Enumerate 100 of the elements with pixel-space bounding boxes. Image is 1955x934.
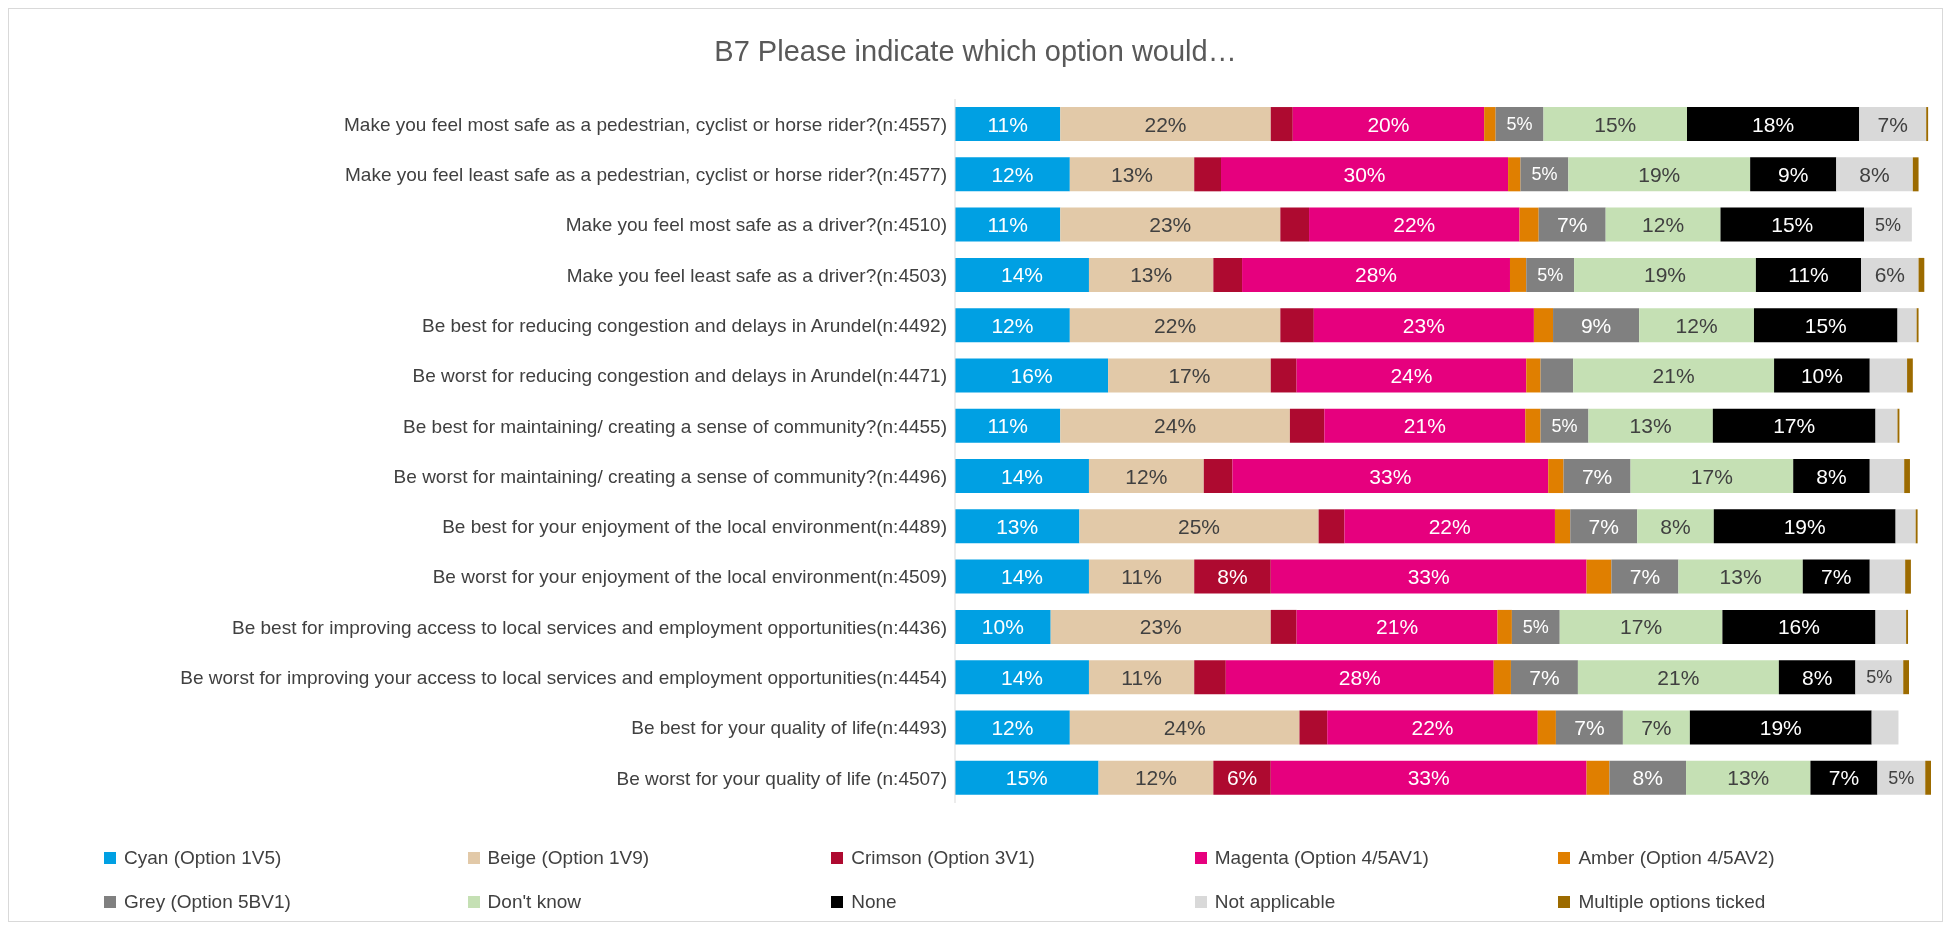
data-label: 12%: [991, 715, 1034, 739]
bar: [1318, 509, 1345, 544]
data-label: 8%: [1632, 766, 1663, 790]
data-label: 10%: [1800, 363, 1843, 387]
bar: [955, 308, 1070, 343]
data-label: 18%: [1752, 112, 1795, 136]
data-label: 15%: [1594, 112, 1637, 136]
y-tick-label: Be best for improving access to local services and employment opportunities(n:4436): [232, 616, 947, 638]
y-tick-label: Make you feel least safe as a driver?(n:4503): [566, 264, 947, 286]
data-label: 23%: [1139, 615, 1182, 639]
bar: [1720, 207, 1865, 242]
bar: [1088, 459, 1204, 494]
bar: [1060, 408, 1290, 443]
bar: [1869, 559, 1906, 594]
data-label: 12%: [1675, 313, 1718, 337]
y-tick-label: Make you feel least safe as a pedestrian, cyclist or horse rider?(n:4577): [345, 164, 947, 186]
bar: [1713, 509, 1896, 544]
data-label: 12%: [1134, 766, 1177, 790]
data-label: 21%: [1657, 665, 1700, 689]
bar: [1270, 760, 1587, 795]
bar: [1904, 459, 1910, 494]
bar: [1098, 760, 1214, 795]
bar: [1533, 308, 1554, 343]
bar: [1088, 257, 1214, 292]
data-label: 14%: [1000, 565, 1043, 589]
bar: [955, 408, 1061, 443]
data-label: 22%: [1154, 313, 1197, 337]
bar: [1611, 559, 1679, 594]
bar: [1537, 710, 1556, 745]
bar: [1548, 459, 1564, 494]
data-label: 16%: [1010, 363, 1053, 387]
bar: [1722, 609, 1876, 644]
data-label: 5%: [1866, 667, 1893, 688]
data-label: 21%: [1652, 363, 1695, 387]
data-label: 22%: [1411, 715, 1454, 739]
data-label: 11%: [1121, 565, 1162, 589]
data-label: 7%: [1821, 565, 1852, 589]
bar: [1753, 308, 1898, 343]
y-tick-label: Be worst for your enjoyment of the local environment(n:4509): [432, 566, 947, 588]
bar: [1553, 308, 1640, 343]
bar: [1484, 107, 1496, 142]
bar: [1895, 509, 1916, 544]
bar: [955, 157, 1070, 192]
bar: [1689, 710, 1872, 745]
data-label: 5%: [1522, 616, 1549, 637]
data-label: 7%: [1529, 665, 1560, 689]
data-label: 8%: [1801, 665, 1833, 689]
data-label: 6%: [1874, 263, 1906, 287]
y-tick-label: Make you feel most safe as a pedestrian, cyclist or horse rider?(n:4557): [343, 113, 947, 135]
bar: [955, 559, 1089, 594]
bar: [1060, 107, 1271, 142]
data-label: 5%: [1531, 164, 1558, 185]
legend-label: Cyan (Option 1V5): [124, 847, 282, 869]
bar: [1609, 760, 1687, 795]
y-tick-label: Be best for your enjoyment of the local environment(n:4489): [442, 516, 947, 538]
bar: [1194, 157, 1222, 192]
data-label: 28%: [1338, 665, 1381, 689]
data-label: 15%: [1005, 766, 1048, 790]
bar: [1060, 207, 1281, 242]
bar: [1836, 157, 1913, 192]
y-tick-label: Be worst for your quality of life (n:4507): [616, 767, 947, 789]
data-label: 11%: [987, 213, 1028, 237]
bar: [1069, 308, 1281, 343]
data-label: 30%: [1343, 162, 1386, 186]
bar: [1778, 660, 1856, 695]
bar: [1540, 358, 1574, 393]
data-label: 7%: [1828, 766, 1860, 790]
bar: [1577, 660, 1779, 695]
data-label: 13%: [1727, 766, 1770, 790]
bar: [955, 257, 1089, 292]
data-label: 8%: [1660, 514, 1691, 538]
bar: [1079, 509, 1319, 544]
bar: [1242, 257, 1510, 292]
bar: [1299, 710, 1328, 745]
bar: [1905, 559, 1911, 594]
data-label: 33%: [1369, 464, 1412, 488]
data-label: 8%: [1217, 565, 1248, 589]
data-label: 28%: [1355, 263, 1398, 287]
bar: [1309, 207, 1520, 242]
data-label: 13%: [1719, 565, 1762, 589]
bar: [1203, 459, 1233, 494]
data-label: 7%: [1588, 514, 1619, 538]
bar: [1327, 710, 1538, 745]
legend-label: Grey (Option 5BV1): [124, 891, 291, 913]
data-label: 22%: [1393, 213, 1436, 237]
data-label: 12%: [1125, 464, 1168, 488]
bar: [1526, 358, 1541, 393]
data-label: 22%: [1428, 514, 1471, 538]
bar: [1637, 509, 1714, 544]
data-label: 5%: [1537, 264, 1564, 285]
bar: [1232, 459, 1549, 494]
y-tick-label: Be worst for maintaining/ creating a sense of community?(n:4496): [393, 465, 947, 487]
bar: [1525, 408, 1541, 443]
bar: [1686, 760, 1811, 795]
data-label: 13%: [1111, 162, 1154, 186]
bar: [1622, 710, 1690, 745]
bar: [1605, 207, 1721, 242]
data-label: 7%: [1629, 565, 1661, 589]
legend-label: Don't know: [487, 891, 581, 913]
bar: [1570, 509, 1638, 544]
